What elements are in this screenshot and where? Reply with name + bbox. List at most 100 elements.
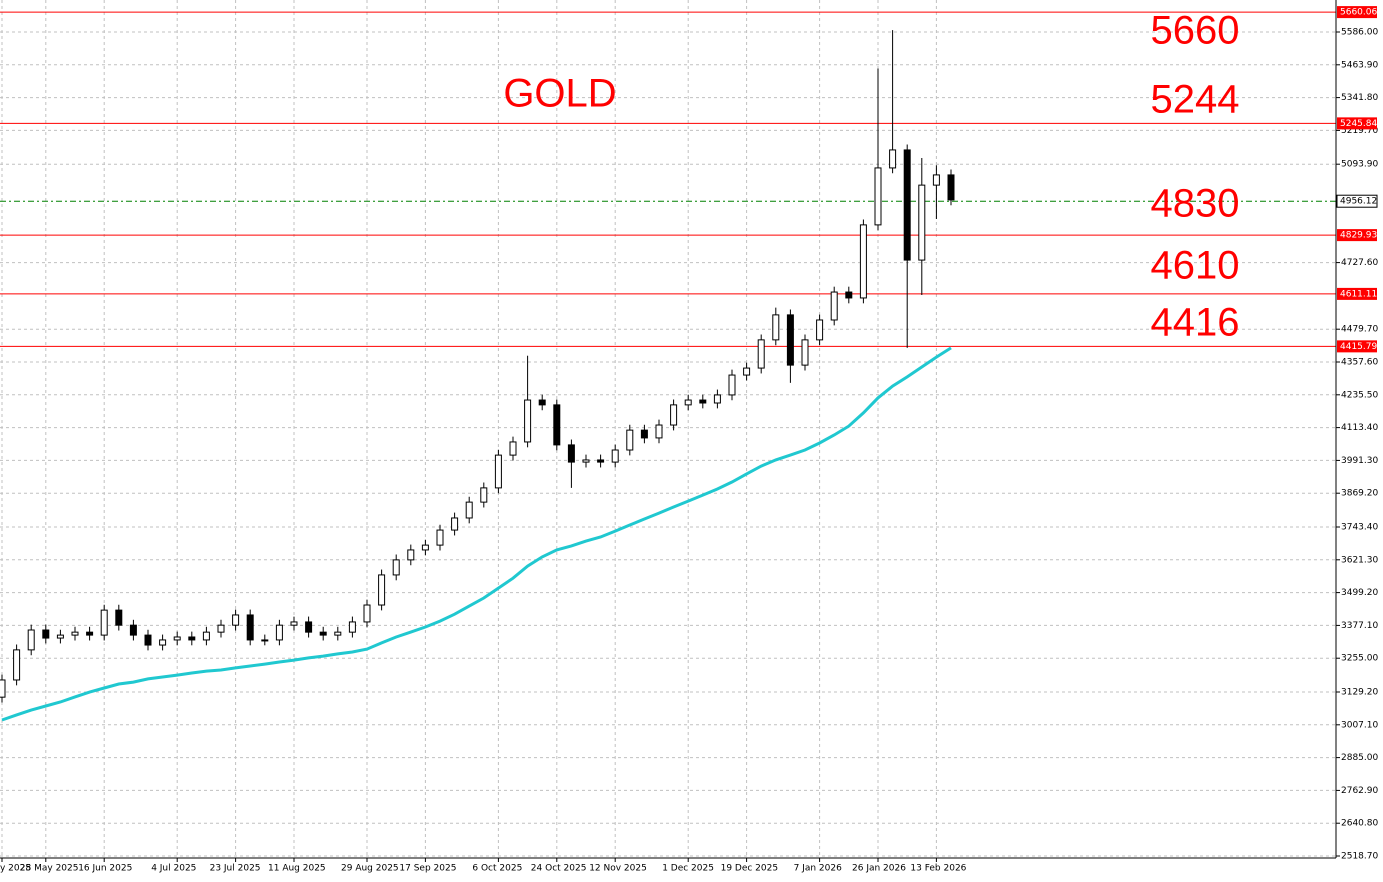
y-tick-label: 3621.30 xyxy=(1341,555,1378,565)
candle-body xyxy=(597,459,605,463)
candle-body xyxy=(670,404,678,426)
level-annotation: 5660 xyxy=(1151,9,1240,53)
x-tick-label: 16 Jun 2025 xyxy=(78,864,132,874)
candle-body xyxy=(538,399,546,406)
candle-body xyxy=(319,631,327,636)
candle-body xyxy=(480,487,488,503)
level-tag xyxy=(1337,340,1377,353)
candle-body xyxy=(144,634,152,646)
current-price-label: 4956.12 xyxy=(1340,197,1377,207)
candle-body xyxy=(845,291,853,299)
x-tick-label: 24 Oct 2025 xyxy=(531,864,587,874)
x-tick-label: y 2025 xyxy=(0,864,31,874)
y-tick-label: 5219.70 xyxy=(1341,126,1378,136)
candle-body xyxy=(611,449,619,463)
candle-body xyxy=(684,399,692,406)
level-annotation: 4830 xyxy=(1151,182,1240,226)
level-tag-label: 5245.84 xyxy=(1340,119,1377,129)
candle-body xyxy=(655,424,663,439)
x-tick-label: 11 Aug 2025 xyxy=(268,864,326,874)
candle-body xyxy=(728,374,736,396)
candle-body xyxy=(640,429,648,439)
candle-body xyxy=(816,319,824,341)
y-tick-label: 3499.20 xyxy=(1341,588,1378,598)
y-tick-label: 4479.70 xyxy=(1341,325,1378,335)
x-tick-label: 12 Nov 2025 xyxy=(589,864,647,874)
x-tick-label: 19 Dec 2025 xyxy=(721,864,779,874)
candle-body xyxy=(465,501,473,519)
y-tick-label: 3743.40 xyxy=(1341,523,1378,533)
y-tick-label: 2640.80 xyxy=(1341,819,1378,829)
x-tick-label: 13 Feb 2026 xyxy=(910,864,966,874)
y-tick-label: 3991.30 xyxy=(1341,456,1378,466)
candle-body xyxy=(13,649,21,681)
y-tick-label: 2885.00 xyxy=(1341,753,1378,763)
x-tick-label: 7 Jan 2026 xyxy=(794,864,842,874)
candle-body xyxy=(786,314,794,366)
axes: 5586.00 5463.90 5341.80 5219.70 5093.90 4727.… xyxy=(0,6,1378,874)
candle-body xyxy=(261,639,269,642)
candle-body xyxy=(757,339,765,369)
candle-body xyxy=(42,629,50,639)
candle-body xyxy=(348,621,356,633)
candle-body xyxy=(56,634,64,639)
candle-body xyxy=(392,559,400,576)
x-tick-label: 23 Jul 2025 xyxy=(210,864,261,874)
candle-body xyxy=(874,167,882,226)
level-tag xyxy=(1337,229,1377,242)
candle-body xyxy=(334,631,342,636)
y-tick-label: 4727.60 xyxy=(1341,258,1378,268)
plot xyxy=(0,11,1336,722)
y-tick-label: 3377.10 xyxy=(1341,621,1378,631)
candle-body xyxy=(801,339,809,366)
x-tick-label: 29 Aug 2025 xyxy=(341,864,399,874)
candle-body xyxy=(494,454,502,489)
y-tick-label: 3869.20 xyxy=(1341,489,1378,499)
x-tick-label: 4 Jul 2025 xyxy=(151,864,196,874)
y-tick-label: 2518.70 xyxy=(1341,852,1378,862)
candle-body xyxy=(115,609,123,626)
candle-body xyxy=(772,314,780,341)
candle-body xyxy=(290,621,298,626)
candle-body xyxy=(743,367,751,376)
x-tick-label: 6 Oct 2025 xyxy=(472,864,522,874)
candle-body xyxy=(202,631,210,641)
candle-body xyxy=(27,629,35,651)
candle-body xyxy=(86,631,94,636)
candle-body xyxy=(830,291,838,321)
y-tick-label: 5093.90 xyxy=(1341,160,1378,170)
candle-body xyxy=(100,609,108,636)
candle-body xyxy=(859,224,867,299)
y-tick-label: 3255.00 xyxy=(1341,654,1378,664)
candle-body xyxy=(947,174,955,201)
candle-body xyxy=(217,624,225,633)
x-tick-label: 28 May 2025 xyxy=(20,864,79,874)
candle-body xyxy=(188,636,196,641)
y-tick-label: 5341.80 xyxy=(1341,93,1378,103)
level-tag xyxy=(1337,117,1377,130)
candle-body xyxy=(173,636,181,641)
candle-body xyxy=(509,441,517,456)
level-tag xyxy=(1337,287,1377,300)
candle-body xyxy=(903,149,911,261)
candle-body xyxy=(232,614,240,626)
level-tag-label: 4829.93 xyxy=(1340,231,1377,241)
candle-body xyxy=(918,184,926,261)
level-annotation: 4416 xyxy=(1151,301,1240,345)
level-tag xyxy=(1337,6,1377,19)
y-tick-label: 4357.60 xyxy=(1341,357,1378,367)
level-annotation: 4610 xyxy=(1151,244,1240,288)
level-tag-label: 4415.79 xyxy=(1340,342,1377,352)
candle-body xyxy=(713,394,721,404)
candle-body xyxy=(275,624,283,641)
x-tick-label: 26 Jan 2026 xyxy=(852,864,906,874)
y-tick-label: 4113.40 xyxy=(1341,423,1378,433)
candle-body xyxy=(582,459,590,463)
candle-body xyxy=(524,399,532,443)
candle-body xyxy=(246,614,254,641)
candle-body xyxy=(363,604,371,623)
chart-title: GOLD xyxy=(503,72,616,116)
candle-body xyxy=(889,149,897,169)
candle-body xyxy=(71,631,79,636)
